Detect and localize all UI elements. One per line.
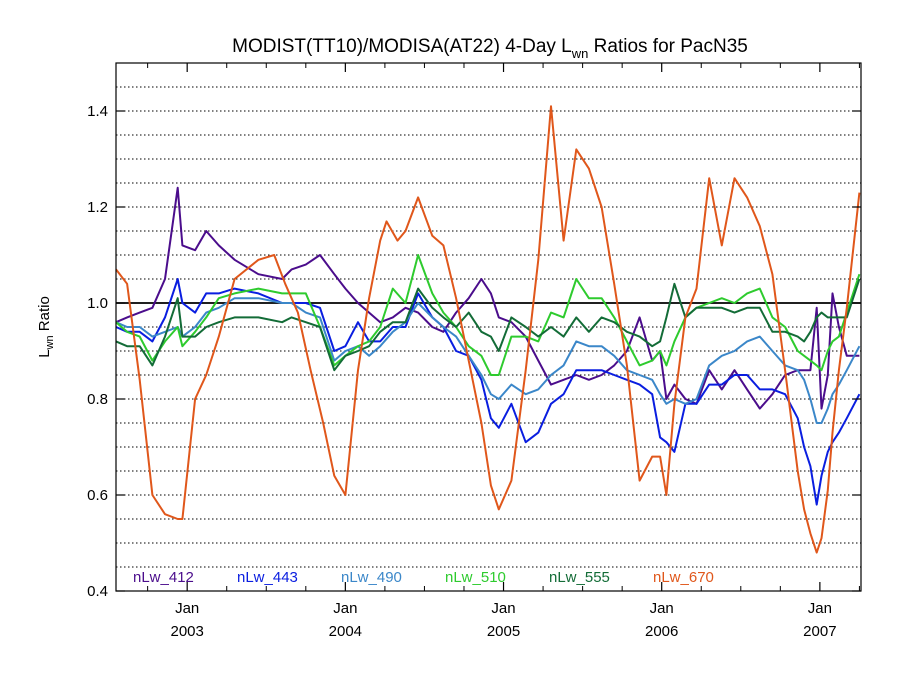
x-tick-month-label: Jan	[808, 600, 832, 617]
series-line-nlw-490	[115, 297, 861, 424]
x-tick-month-label: Jan	[333, 600, 357, 617]
y-tick-label: 0.4	[87, 583, 108, 600]
legend-entry-nlw-490: nLw_490	[341, 569, 402, 586]
y-tick-label: 1.0	[87, 295, 108, 312]
x-tick-year-label: 2005	[487, 623, 520, 640]
chart-title: MODIST(TT10)/MODISA(AT22) 4-Day Lwn Rati…	[232, 36, 748, 61]
legend-entry-nlw-555: nLw_555	[549, 569, 610, 586]
y-tick-label: 1.2	[87, 199, 108, 216]
x-tick-month-label: Jan	[491, 600, 515, 617]
legend-entry-nlw-412: nLw_412	[133, 569, 194, 586]
y-tick-label: 0.6	[87, 487, 108, 504]
series-line-nlw-555	[115, 278, 861, 372]
legend: nLw_412 nLw_443 nLw_490 nLw_510 nLw_555 nLw_6…	[133, 569, 714, 586]
plot-frame	[115, 62, 862, 592]
x-tick-year-label: 2004	[329, 623, 362, 640]
data-series	[115, 105, 861, 554]
y-tick-label: 0.8	[87, 391, 108, 408]
legend-entry-nlw-510: nLw_510	[445, 569, 506, 586]
legend-entry-nlw-443: nLw_443	[237, 569, 298, 586]
y-tick-label: 1.4	[87, 103, 108, 120]
grid-lines	[116, 86, 861, 568]
series-line-nlw-510	[115, 254, 861, 376]
x-tick-month-label: Jan	[650, 600, 674, 617]
axis-ticks: 0.4 0.6 0.8 1.0 1.2 1.4 Jan 2003 Jan 2004 Jan 2005 J…	[87, 63, 861, 640]
y-axis-label: Lwn Ratio	[36, 296, 56, 358]
axes	[115, 62, 862, 592]
series-line-nlw-443	[115, 278, 861, 506]
x-tick-year-label: 2007	[803, 623, 836, 640]
series-line-nlw-670	[115, 105, 861, 554]
x-tick-month-label: Jan	[175, 600, 199, 617]
x-tick-year-label: 2003	[170, 623, 203, 640]
legend-entry-nlw-670: nLw_670	[653, 569, 714, 586]
x-tick-year-label: 2006	[645, 623, 678, 640]
